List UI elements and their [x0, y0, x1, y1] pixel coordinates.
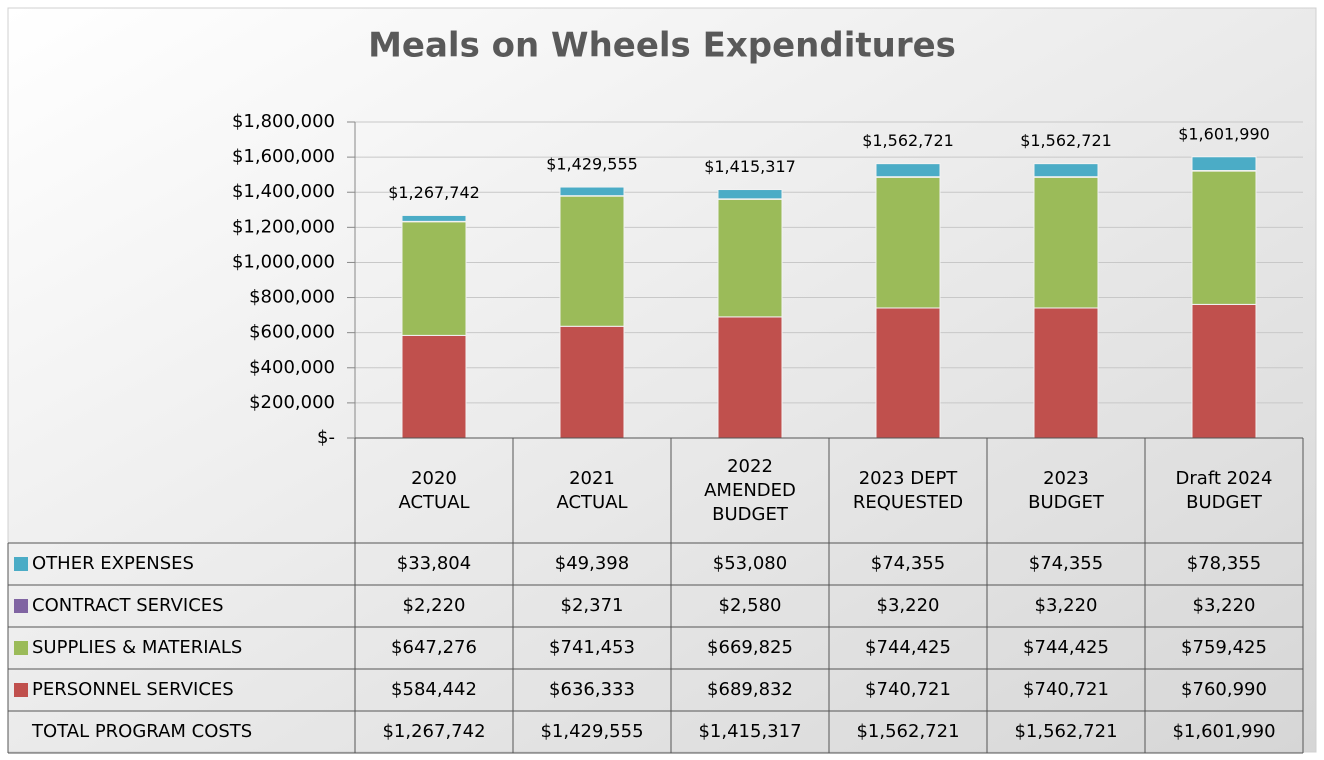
x-tick-label-box: 2022 AMENDED BUDGET: [704, 455, 796, 525]
legend-label: OTHER EXPENSES: [32, 553, 194, 574]
bar-segment: [559, 186, 625, 197]
x-tick-label: 2022 AMENDED BUDGET: [704, 455, 796, 525]
table-cell: $1,601,990: [1172, 721, 1275, 742]
x-tick-label-box: 2023 DEPT REQUESTED: [852, 467, 964, 513]
table-cell: $669,825: [707, 637, 793, 658]
x-tick-label-box: Draft 2024 BUDGET: [1175, 467, 1273, 513]
bar-segment: [1191, 303, 1257, 439]
bar-segment: [1033, 176, 1099, 309]
y-tick-label: $1,400,000: [232, 181, 335, 202]
total-row-label: TOTAL PROGRAM COSTS: [31, 721, 252, 742]
table-cell: $33,804: [397, 553, 471, 574]
bar-segment: [401, 334, 467, 439]
bar-segment: [717, 316, 783, 439]
table-cell: $647,276: [391, 637, 477, 658]
table-cell: $2,580: [719, 595, 782, 616]
table-cell: $1,429,555: [540, 721, 643, 742]
table-cell: $49,398: [555, 553, 629, 574]
table-cell: $74,355: [1029, 553, 1103, 574]
bar-segment: [875, 163, 941, 178]
bar-segment: [401, 221, 467, 336]
table-cell: $3,220: [1035, 595, 1098, 616]
bar-segment: [401, 214, 467, 222]
table-cell: $78,355: [1187, 553, 1261, 574]
legend-swatch: [14, 557, 28, 571]
y-tick-label: $1,800,000: [232, 111, 335, 132]
x-tick-label: Draft 2024 BUDGET: [1175, 467, 1273, 513]
bar-segment: [559, 325, 625, 439]
table-cell: $744,425: [1023, 637, 1109, 658]
legend-swatch: [14, 599, 28, 613]
bar-segment: [717, 189, 783, 200]
table-cell: $1,415,317: [698, 721, 801, 742]
bar-segment: [1191, 170, 1257, 305]
legend-swatch: [14, 641, 28, 655]
y-tick-label: $200,000: [249, 392, 335, 413]
table-cell: $689,832: [707, 679, 793, 700]
table-cell: $760,990: [1181, 679, 1267, 700]
table-cell: $744,425: [865, 637, 951, 658]
table-cell: $1,267,742: [382, 721, 485, 742]
table-cell: $2,220: [403, 595, 466, 616]
table-cell: $636,333: [549, 679, 635, 700]
total-label: $1,562,721: [862, 131, 954, 150]
table-cell: $74,355: [871, 553, 945, 574]
y-tick-label: $1,600,000: [232, 146, 335, 167]
bar-segment: [1033, 307, 1099, 439]
x-tick-label-box: 2021 ACTUAL: [556, 467, 628, 513]
legend-label: CONTRACT SERVICES: [32, 595, 224, 616]
legend-swatch: [14, 683, 28, 697]
legend-label: SUPPLIES & MATERIALS: [32, 637, 242, 658]
total-label: $1,415,317: [704, 157, 796, 176]
table-cell: $584,442: [391, 679, 477, 700]
x-tick-label: 2020 ACTUAL: [398, 467, 470, 513]
table-cell: $1,562,721: [1014, 721, 1117, 742]
bar-segment: [717, 198, 783, 318]
table-cell: $2,371: [561, 595, 624, 616]
table-cell: $741,453: [549, 637, 635, 658]
table-cell: $53,080: [713, 553, 787, 574]
table-cell: $740,721: [1023, 679, 1109, 700]
x-tick-label: 2023 BUDGET: [1028, 467, 1104, 513]
table-cell: $1,562,721: [856, 721, 959, 742]
x-tick-label-box: 2020 ACTUAL: [398, 467, 470, 513]
bar-segment: [1033, 163, 1099, 178]
y-tick-label: $1,200,000: [232, 216, 335, 237]
table-cell: $740,721: [865, 679, 951, 700]
x-tick-label-box: 2023 BUDGET: [1028, 467, 1104, 513]
bar-segment: [559, 195, 625, 327]
table-cell: $759,425: [1181, 637, 1267, 658]
bar-segment: [1191, 156, 1257, 172]
y-tick-label: $-: [317, 427, 335, 448]
total-label: $1,429,555: [546, 155, 638, 174]
total-label: $1,601,990: [1178, 124, 1270, 143]
total-label: $1,562,721: [1020, 131, 1112, 150]
x-tick-label: 2023 DEPT REQUESTED: [852, 467, 964, 513]
chart-title: Meals on Wheels Expenditures: [368, 26, 956, 66]
y-tick-label: $800,000: [249, 287, 335, 308]
x-tick-label: 2021 ACTUAL: [556, 467, 628, 513]
table-cell: $3,220: [877, 595, 940, 616]
total-label: $1,267,742: [388, 183, 480, 202]
bar-segment: [875, 307, 941, 439]
y-tick-label: $400,000: [249, 357, 335, 378]
bar-segment: [875, 176, 941, 309]
y-tick-label: $600,000: [249, 322, 335, 343]
legend-label: PERSONNEL SERVICES: [32, 679, 234, 700]
y-tick-label: $1,000,000: [232, 251, 335, 272]
table-cell: $3,220: [1193, 595, 1256, 616]
